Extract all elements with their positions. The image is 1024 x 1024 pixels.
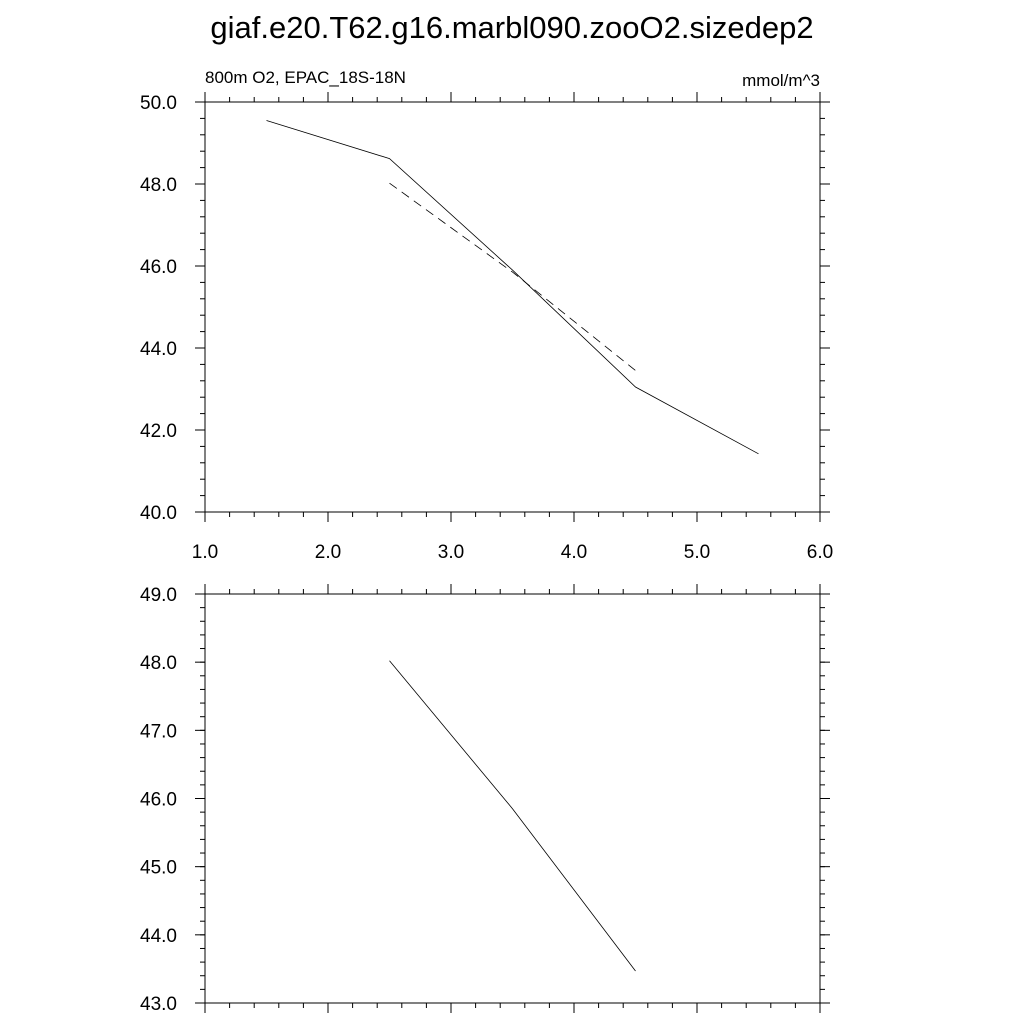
- bottom-panel-y-tick-label: 46.0: [140, 790, 177, 811]
- top-panel-series-solid-line: [266, 120, 759, 455]
- bottom-panel: 43.0 44.0 45.0 46.0 47.0 48.0 49.0: [140, 584, 830, 1015]
- top-panel-left-label: 800m O2, EPAC_18S-18N: [205, 68, 406, 87]
- top-panel-y-tick-label: 44.0: [140, 339, 177, 360]
- bottom-panel-y-tick-label: 44.0: [140, 926, 177, 947]
- top-panel-x-tick-label: 2.0: [315, 542, 341, 563]
- top-panel-series-dashed-line: [389, 182, 636, 371]
- top-panel-x-tick-label: 4.0: [561, 542, 587, 563]
- top-panel-ticks: 1.0 2.0 3.0 4.0 5.0 6.0 40.0 42.0 44.0 46.0 48.0 50…: [140, 92, 833, 563]
- top-panel-y-tick-label: 42.0: [140, 421, 177, 442]
- chart-title: giaf.e20.T62.g16.marbl090.zooO2.sizedep2: [210, 10, 813, 45]
- top-panel-x-tick-label: 1.0: [192, 542, 218, 563]
- bottom-panel-y-tick-label: 48.0: [140, 653, 177, 674]
- top-panel-x-tick-label: 5.0: [684, 542, 710, 563]
- top-panel-y-tick-label: 48.0: [140, 175, 177, 196]
- top-panel-y-tick-label: 50.0: [140, 93, 177, 114]
- bottom-panel-frame: [204, 593, 821, 1004]
- bottom-panel-y-tick-label: 47.0: [140, 721, 177, 742]
- top-panel-y-tick-label: 40.0: [140, 503, 177, 524]
- bottom-panel-y-tick-label: 43.0: [140, 994, 177, 1015]
- bottom-panel-series-solid-line: [389, 660, 636, 972]
- bottom-panel-y-tick-label: 45.0: [140, 858, 177, 879]
- bottom-panel-y-tick-label: 49.0: [140, 585, 177, 606]
- top-panel-units-label: mmol/m^3: [742, 71, 820, 90]
- bottom-panel-series: [389, 660, 636, 972]
- top-panel: 800m O2, EPAC_18S-18N mmol/m^3 1.0 2.0 3.0…: [140, 68, 833, 563]
- top-panel-series: [266, 120, 759, 455]
- top-panel-y-tick-label: 46.0: [140, 257, 177, 278]
- bottom-panel-ticks: 43.0 44.0 45.0 46.0 47.0 48.0 49.0: [140, 584, 830, 1015]
- top-panel-frame: [204, 101, 821, 513]
- top-panel-x-tick-label: 3.0: [438, 542, 464, 563]
- top-panel-x-tick-label: 6.0: [807, 542, 833, 563]
